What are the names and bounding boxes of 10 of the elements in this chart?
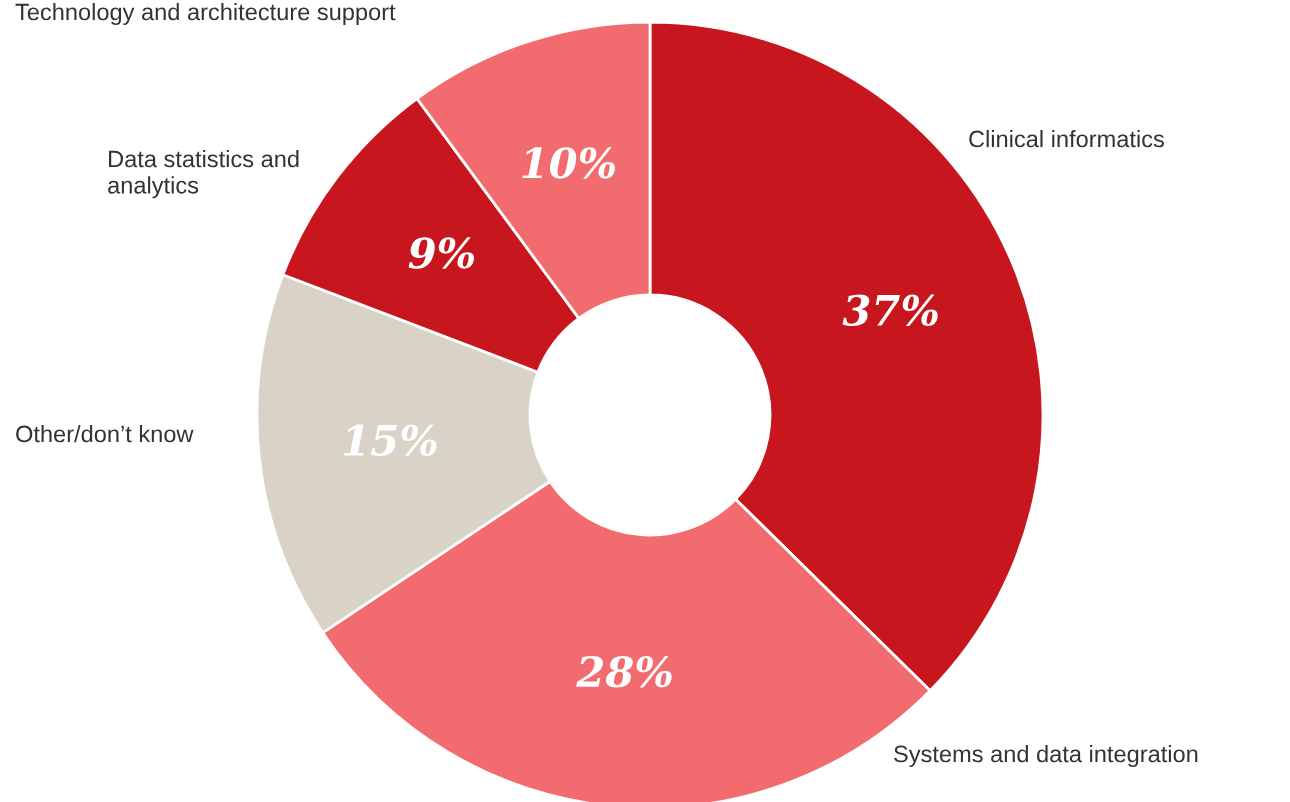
data-label: 37%	[842, 294, 938, 327]
data-label: 15%	[344, 424, 437, 457]
data-label: 9%	[408, 237, 474, 269]
data-label: 28%	[576, 655, 672, 688]
slice-label: Technology and architecture support	[15, 3, 396, 26]
slice-label: Data statistics and analytics	[108, 150, 299, 199]
slice-label: Systems and data integration	[894, 745, 1198, 768]
slice-label: Clinical informatics	[969, 130, 1164, 148]
slice-label: Other/don’t know	[16, 425, 194, 443]
data-label: 10%	[522, 147, 615, 179]
